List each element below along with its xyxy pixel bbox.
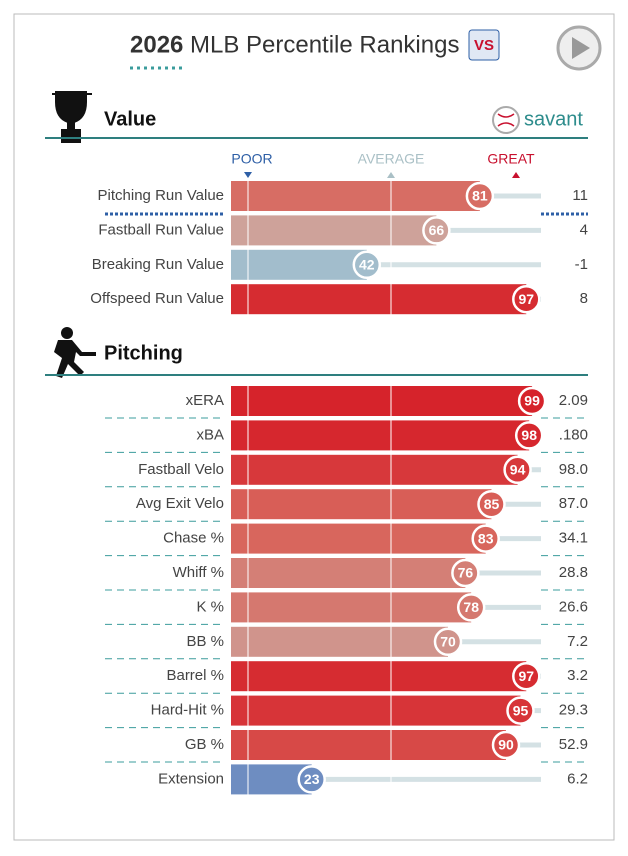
- row-label: Whiff %: [173, 564, 224, 581]
- stat-value: 34.1: [559, 530, 588, 547]
- bar: [231, 730, 506, 760]
- vs-logo-text: VS: [474, 37, 494, 54]
- scale-poor: POOR: [231, 151, 272, 167]
- percentile-label: 78: [463, 599, 479, 615]
- row-label: Chase %: [163, 530, 224, 547]
- play-icon: [572, 37, 590, 59]
- trophy-icon: [52, 91, 92, 143]
- stat-value: 2.09: [559, 392, 588, 409]
- savant-logo: [492, 106, 520, 134]
- percentile-badge: [512, 661, 541, 691]
- percentile-badge: [422, 216, 451, 245]
- row-label: Offspeed Run Value: [90, 290, 224, 307]
- scale-great: GREAT: [487, 151, 535, 167]
- bar: [231, 249, 367, 280]
- great-arrow: [512, 172, 520, 178]
- stat-value: 7.2: [567, 633, 588, 650]
- section-title: Value: [104, 108, 156, 130]
- scale-average: AVERAGE: [358, 151, 425, 167]
- section-title: Pitching: [104, 342, 183, 364]
- percentile-label: 90: [498, 737, 514, 753]
- percentile-badge: [512, 284, 541, 314]
- row-label: K %: [196, 598, 224, 615]
- stat-value: 4: [580, 221, 588, 238]
- row-label: Breaking Run Value: [92, 256, 224, 273]
- stat-value: 29.3: [559, 702, 588, 719]
- percentile-label: 66: [429, 222, 445, 238]
- row-label: Pitching Run Value: [98, 187, 224, 204]
- percentile-badge: [451, 558, 480, 588]
- percentile-label: 23: [304, 771, 320, 787]
- brand: savant: [524, 108, 583, 130]
- bar: [231, 284, 527, 315]
- percentile-badge: [352, 250, 382, 280]
- bar: [231, 420, 530, 451]
- row-label: Fastball Run Value: [98, 221, 224, 238]
- row-label: GB %: [185, 736, 224, 753]
- percentile-label: 95: [513, 702, 529, 718]
- bar: [231, 523, 486, 554]
- percentile-label: 94: [510, 462, 526, 478]
- row-label: BB %: [186, 633, 224, 650]
- percentile-label: 97: [519, 291, 535, 307]
- percentile-badge: [506, 696, 535, 725]
- stat-value: 8: [580, 290, 588, 307]
- row-label: Hard-Hit %: [151, 702, 224, 719]
- savant-stitches: [497, 113, 515, 127]
- percentile-label: 81: [472, 188, 488, 204]
- stat-value: 98.0: [559, 461, 588, 478]
- title: MLB Percentile Rankings: [190, 31, 459, 58]
- percentile-badge: [514, 421, 544, 450]
- stat-value: -1: [575, 256, 588, 273]
- pitcher-icon: [54, 327, 96, 378]
- bar: [231, 181, 480, 211]
- percentile-label: 98: [521, 427, 537, 443]
- percentile-label: 83: [478, 530, 494, 546]
- bar: [231, 695, 521, 726]
- percentile-badge: [297, 765, 326, 794]
- bar: [231, 454, 518, 485]
- stat-value: .180: [559, 426, 588, 443]
- stat-value: 52.9: [559, 736, 588, 753]
- percentile-label: 97: [519, 668, 535, 684]
- bar: [231, 489, 492, 520]
- percentile-badge: [433, 627, 463, 657]
- title-year: 2026: [130, 31, 183, 58]
- vs-logo: [468, 29, 500, 61]
- row-label: Avg Exit Velo: [136, 495, 224, 512]
- percentile-badge: [465, 181, 495, 211]
- percentile-badge: [477, 489, 506, 519]
- percentile-label: 76: [458, 565, 474, 581]
- row-label: xBA: [196, 426, 224, 443]
- stat-value: 87.0: [559, 495, 588, 512]
- percentile-badge: [503, 455, 532, 485]
- percentile-label: 70: [440, 634, 456, 650]
- bar: [231, 215, 437, 246]
- bar: [231, 661, 527, 692]
- stat-value: 3.2: [567, 667, 588, 684]
- percentile-label: 99: [524, 393, 540, 409]
- percentile-label: 85: [484, 496, 500, 512]
- row-label: Barrel %: [166, 667, 224, 684]
- row-label: xERA: [186, 392, 224, 409]
- poor-arrow: [244, 172, 252, 178]
- bar: [231, 626, 448, 657]
- average-arrow: [387, 172, 395, 178]
- percentile-label: 42: [359, 257, 375, 273]
- row-label: Extension: [158, 770, 224, 787]
- percentile-badge: [517, 386, 547, 416]
- bar: [231, 592, 472, 623]
- bar: [231, 386, 533, 416]
- stat-value: 26.6: [559, 598, 588, 615]
- stat-value: 6.2: [567, 770, 588, 787]
- row-label: Fastball Velo: [138, 461, 224, 478]
- bar: [231, 558, 466, 588]
- percentile-badge: [456, 593, 486, 622]
- percentile-badge: [491, 730, 521, 760]
- stat-value: 28.8: [559, 564, 588, 581]
- stat-value: 11: [572, 187, 588, 204]
- percentile-badge: [471, 524, 500, 553]
